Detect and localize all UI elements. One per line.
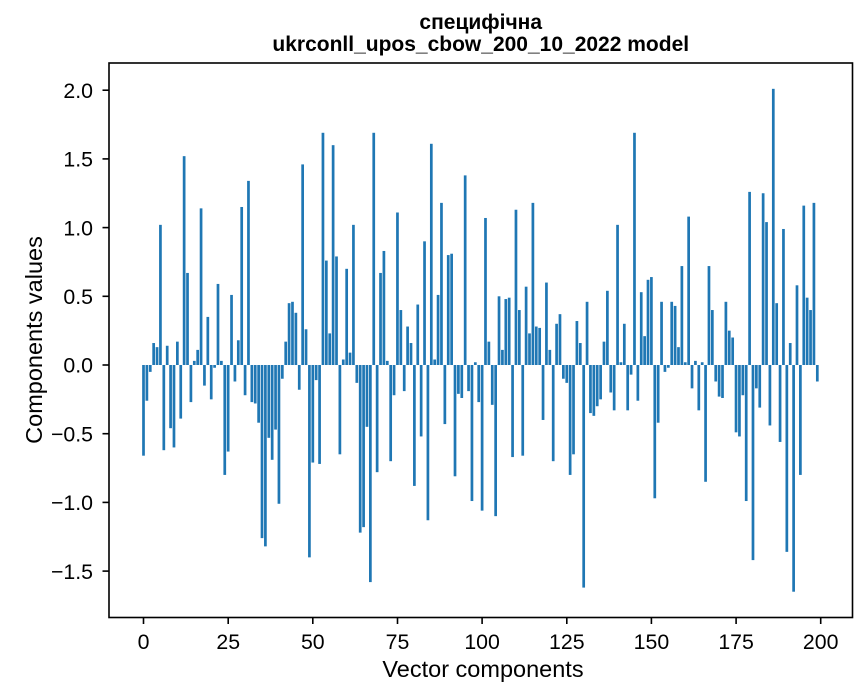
svg-text:2.0: 2.0 [63, 79, 93, 103]
svg-text:25: 25 [216, 630, 240, 654]
svg-text:Vector components: Vector components [382, 656, 583, 682]
svg-text:0.5: 0.5 [63, 285, 93, 309]
svg-text:ukrconll_upos_cbow_200_10_2022: ukrconll_upos_cbow_200_10_2022 model [272, 33, 689, 56]
svg-text:150: 150 [634, 630, 670, 654]
svg-text:125: 125 [549, 630, 585, 654]
svg-text:50: 50 [301, 630, 325, 654]
svg-text:1.5: 1.5 [63, 148, 93, 172]
svg-text:0.0: 0.0 [63, 354, 93, 378]
svg-text:75: 75 [386, 630, 410, 654]
svg-text:−0.5: −0.5 [51, 422, 93, 446]
svg-text:Components values: Components values [21, 236, 47, 444]
svg-text:−1.0: −1.0 [51, 491, 93, 515]
svg-text:200: 200 [803, 630, 839, 654]
svg-text:100: 100 [464, 630, 500, 654]
svg-text:специфічна: специфічна [419, 11, 542, 34]
svg-text:0: 0 [138, 630, 150, 654]
svg-text:175: 175 [718, 630, 754, 654]
svg-text:−1.5: −1.5 [51, 560, 93, 584]
svg-text:1.0: 1.0 [63, 216, 93, 240]
